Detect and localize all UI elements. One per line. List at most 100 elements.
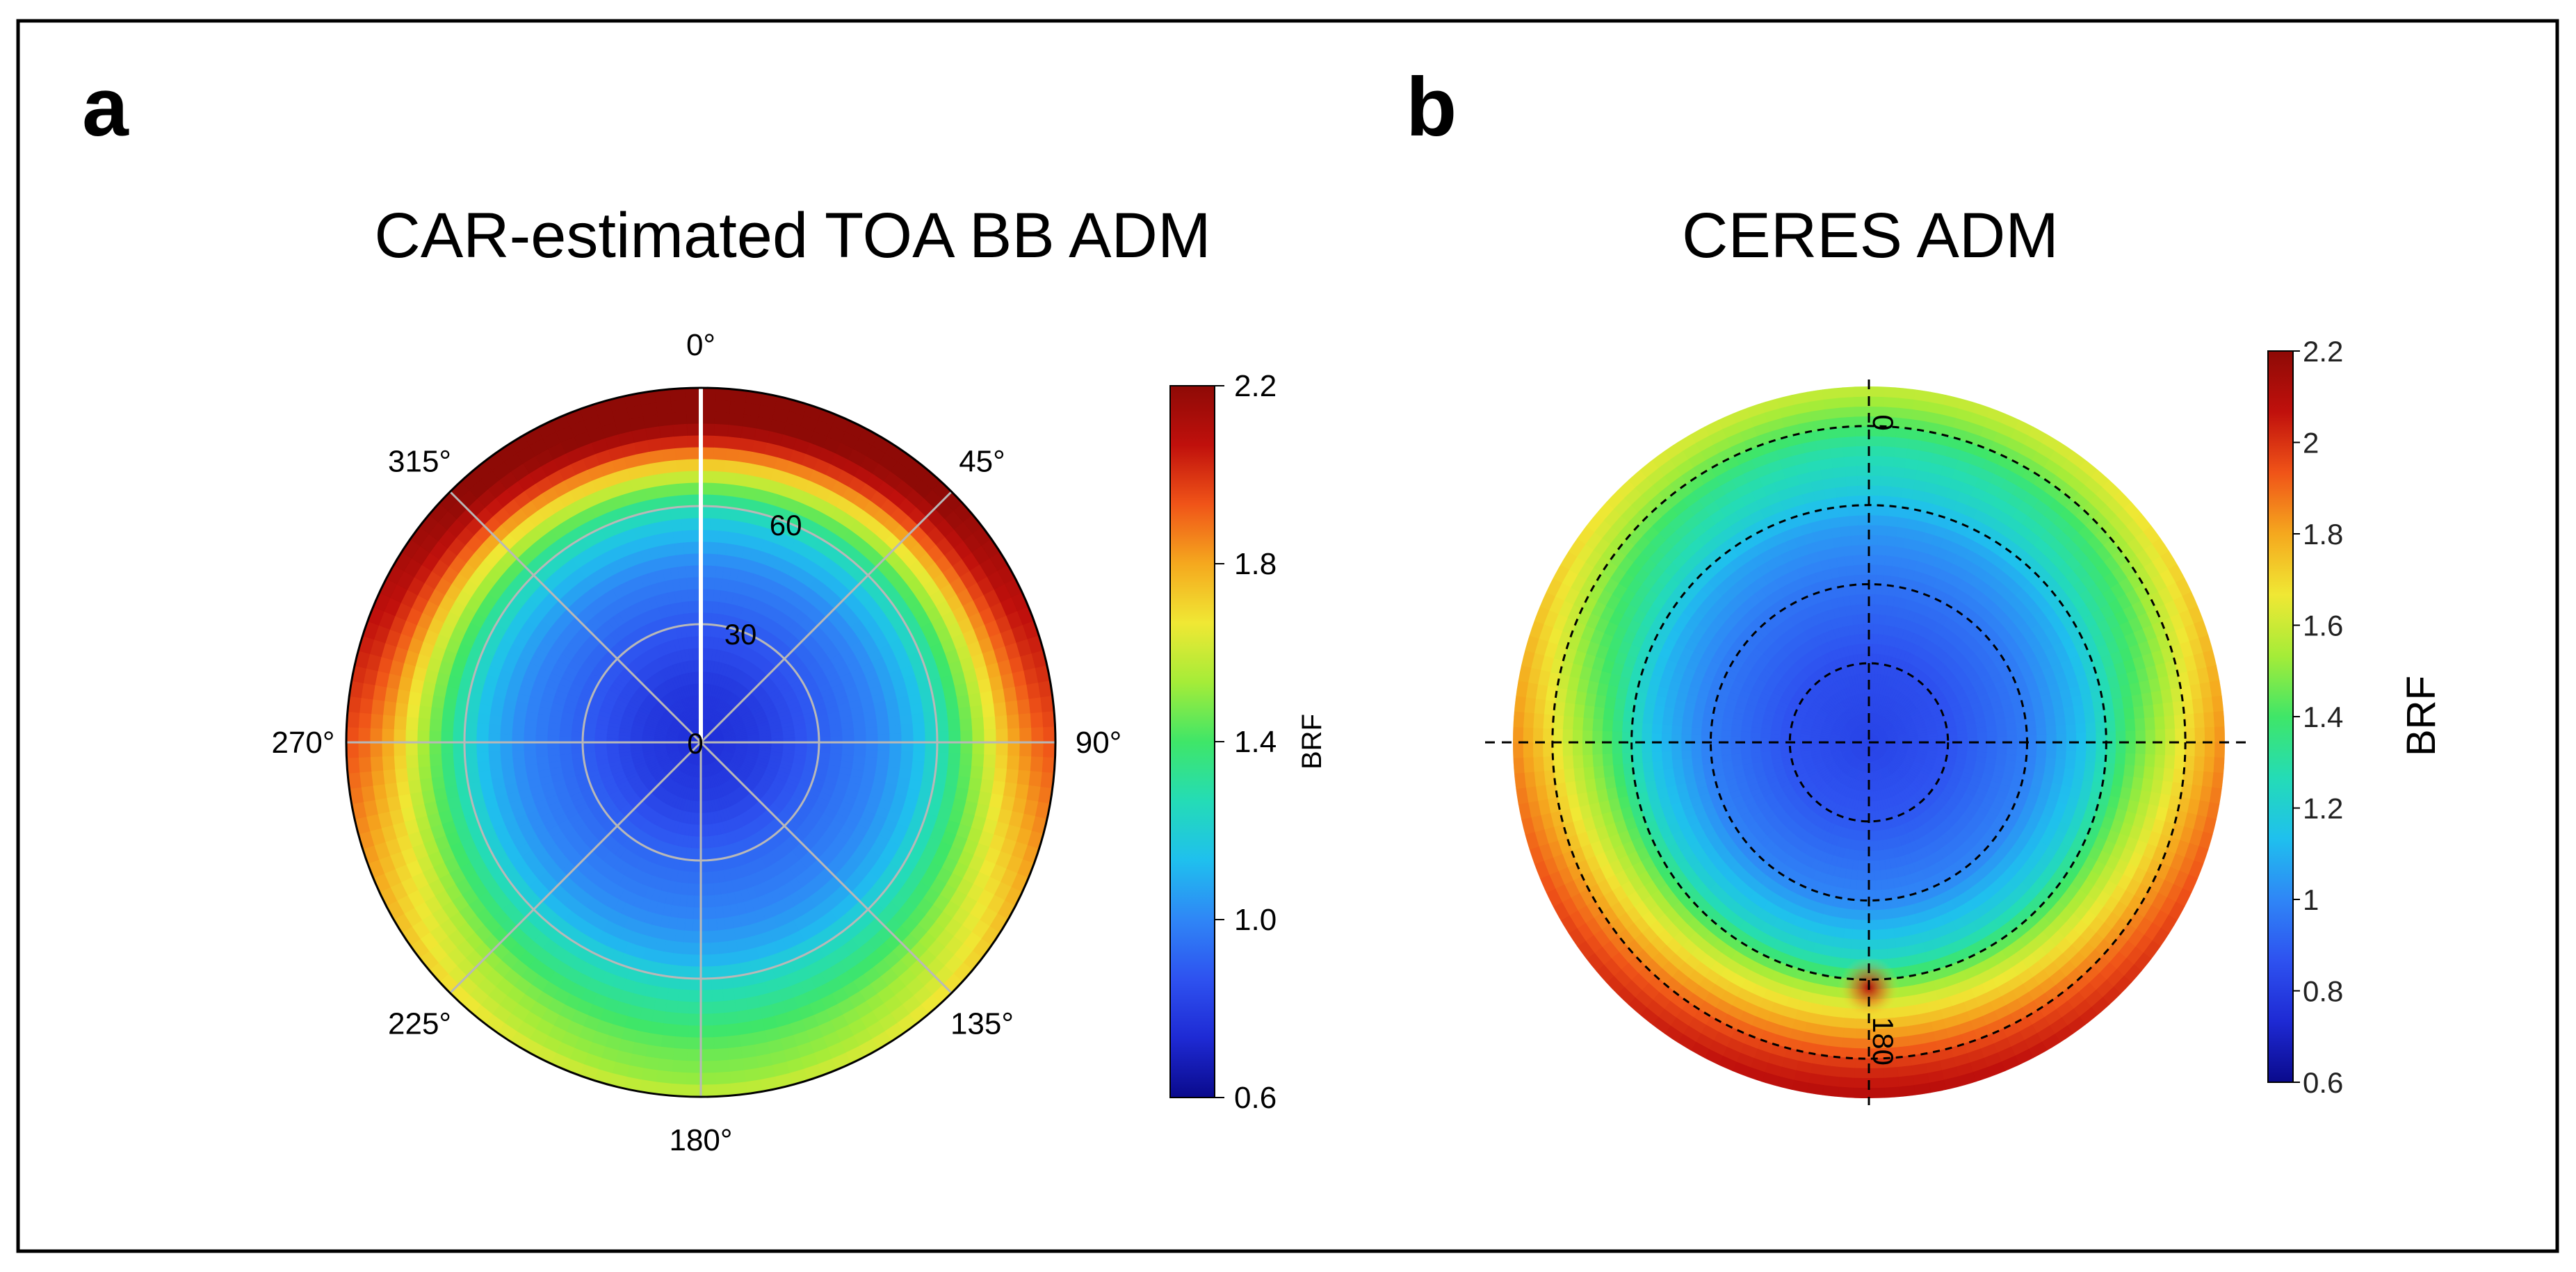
brf-cell xyxy=(970,705,985,719)
brf-cell xyxy=(900,723,914,734)
brf-cell xyxy=(672,423,688,437)
brf-cell xyxy=(946,708,961,721)
brf-cell xyxy=(499,724,513,735)
brf-cell xyxy=(709,954,721,968)
brf-cell xyxy=(722,988,736,1002)
brf-cell xyxy=(451,742,465,754)
brf-cell xyxy=(416,717,430,731)
brf-cell xyxy=(713,434,729,449)
brf-cell xyxy=(441,763,455,777)
brf-cell xyxy=(476,760,491,772)
brf-cell xyxy=(1007,742,1021,757)
brf-cell xyxy=(674,541,685,555)
brf-cell xyxy=(671,952,683,967)
brf-cell xyxy=(679,977,691,991)
brf-cell xyxy=(499,733,512,743)
brf-cell xyxy=(381,755,396,771)
brf-cell xyxy=(661,447,677,462)
brf-cell xyxy=(725,1023,740,1038)
brf-cell xyxy=(675,553,686,567)
brf-cell xyxy=(901,733,915,743)
brf-cell xyxy=(672,530,684,544)
brf-cell xyxy=(889,742,903,752)
brf-cell xyxy=(728,1058,745,1073)
brf-cell xyxy=(404,729,418,743)
angular-tick-label: 0° xyxy=(686,328,715,362)
brf-cell xyxy=(488,759,502,771)
brf-cell xyxy=(439,731,453,743)
brf-cell xyxy=(708,930,719,944)
brf-cell xyxy=(499,750,513,760)
brf-cell xyxy=(726,1034,742,1050)
brf-cell xyxy=(381,714,396,730)
brf-cell xyxy=(925,731,939,743)
brf-cell xyxy=(688,1025,702,1039)
brf-cell xyxy=(958,706,973,720)
colorbar-tick-label: 1.4 xyxy=(1234,725,1277,759)
brf-cell xyxy=(715,918,727,932)
brf-cell xyxy=(912,722,926,734)
brf-cell xyxy=(1019,727,1033,743)
brf-field xyxy=(346,388,1055,1097)
brf-cell xyxy=(463,742,477,753)
brf-cell xyxy=(686,1061,702,1075)
brf-cell xyxy=(707,906,717,920)
colorbar-tick-label: 2.2 xyxy=(1234,369,1277,403)
brf-cell xyxy=(679,576,688,591)
brf-cell xyxy=(440,719,454,732)
brf-cell xyxy=(439,742,453,754)
brf-cell xyxy=(983,754,997,769)
brf-cell xyxy=(463,731,477,743)
brf-cell xyxy=(984,729,998,743)
angular-tick-label: 180° xyxy=(669,1123,732,1157)
brf-cell xyxy=(534,742,548,750)
colorbar-gradient xyxy=(1169,385,1215,1098)
panel-b-letter: b xyxy=(1406,60,1457,154)
panel-a-letter: a xyxy=(82,60,129,154)
brf-cell xyxy=(806,731,820,738)
brf-cell xyxy=(700,410,716,424)
angular-tick-label: 225° xyxy=(388,1006,451,1041)
brf-cell xyxy=(714,1059,730,1074)
brf-cell xyxy=(959,753,973,767)
brf-cell xyxy=(690,623,697,637)
brf-cell xyxy=(719,952,731,967)
brf-cell xyxy=(700,398,716,412)
radial-tick-label: 30 xyxy=(724,618,757,651)
brf-cell xyxy=(690,954,702,968)
angular-tick-label: 135° xyxy=(950,1006,1014,1041)
brf-cell xyxy=(686,410,702,424)
brf-cell xyxy=(712,1013,727,1027)
brf-cell xyxy=(686,422,702,436)
brf-cell xyxy=(1006,714,1021,730)
brf-cell xyxy=(700,1002,713,1016)
brf-cell xyxy=(487,742,501,752)
brf-cell xyxy=(1043,742,1055,758)
brf-cell xyxy=(416,729,430,743)
brf-cell xyxy=(700,978,713,992)
brf-cell xyxy=(417,705,432,719)
brf-cell xyxy=(671,518,683,532)
brf-cell xyxy=(673,1036,688,1050)
brf-cell xyxy=(901,742,915,752)
brf-cell xyxy=(994,715,1009,730)
brf-cell xyxy=(475,732,489,743)
angular-tick-label: 315° xyxy=(388,445,451,479)
brf-cell xyxy=(725,447,740,462)
brf-cell xyxy=(535,755,549,765)
brf-cell xyxy=(675,1013,690,1027)
brf-cell xyxy=(686,398,702,412)
brf-cell xyxy=(692,907,702,921)
brf-cell xyxy=(688,1013,702,1027)
brf-cell xyxy=(357,712,372,728)
brf-cell xyxy=(677,470,690,484)
brf-cell xyxy=(346,726,359,743)
brf-cell xyxy=(687,588,695,602)
brf-cell xyxy=(715,1071,731,1086)
brf-cell xyxy=(685,564,695,578)
brf-cell xyxy=(722,482,736,497)
brf-cell xyxy=(441,708,455,721)
radial-tick-label: 60 xyxy=(770,509,802,541)
brf-cell xyxy=(711,470,725,484)
